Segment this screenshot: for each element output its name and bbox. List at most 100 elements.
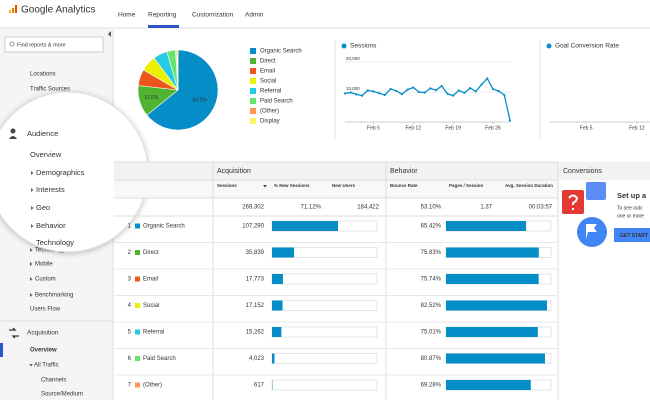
line-point <box>446 92 449 95</box>
legend-label: Paid Search <box>260 99 293 105</box>
line-point <box>452 94 455 97</box>
legend-swatch <box>250 48 256 54</box>
magnifier-item[interactable]: Overview <box>30 150 62 159</box>
magnifier-item[interactable]: Geo <box>36 203 50 212</box>
logo-bar <box>15 5 17 13</box>
sidebar-item[interactable]: Locations <box>30 72 56 78</box>
row-swatch <box>135 303 140 308</box>
sidebar-item[interactable]: Custom <box>35 277 56 283</box>
sidebar-item[interactable]: Users Flow <box>30 307 61 313</box>
sidebar-item[interactable]: All Traffic <box>34 363 59 369</box>
series-dot <box>341 43 347 49</box>
sessions-value: 35,839 <box>246 250 265 256</box>
total: 184,422 <box>357 205 379 211</box>
channel-link[interactable]: Social <box>143 303 159 309</box>
total: 00:03:57 <box>529 205 553 211</box>
legend-swatch <box>250 108 256 114</box>
magnifier-item[interactable]: Behavior <box>36 221 66 230</box>
row-rank: 3 <box>128 277 132 283</box>
sessions-value: 4,023 <box>249 356 265 362</box>
expand-arrow <box>30 248 33 252</box>
nav-link[interactable]: Reporting <box>148 12 177 19</box>
sessions-value: 17,773 <box>246 277 265 283</box>
column-header[interactable]: Sessions <box>217 183 237 188</box>
line-point <box>349 91 352 94</box>
collapse-arrow[interactable] <box>108 31 111 37</box>
pie-label: 12.6% <box>144 95 159 101</box>
magnifier-item[interactable]: Demographics <box>36 168 85 177</box>
sessions-bar <box>272 274 283 284</box>
button-label[interactable]: GET START <box>620 233 648 239</box>
search-box[interactable] <box>4 36 104 53</box>
sidebar-item[interactable]: Traffic Sources <box>30 87 70 93</box>
panel-text: To see outc <box>617 205 643 211</box>
sidebar-section[interactable]: Acquisition <box>27 330 59 337</box>
sessions-value: 617 <box>254 383 265 389</box>
row-rank: 6 <box>128 356 132 362</box>
channel-link[interactable]: Organic Search <box>143 224 185 230</box>
channel-link[interactable]: Email <box>143 277 158 283</box>
bounce-bar <box>446 221 527 231</box>
bar-track <box>271 273 378 285</box>
line-point <box>486 77 489 80</box>
help-mark <box>568 194 579 210</box>
line-point <box>469 87 472 90</box>
column-header[interactable]: Avg. Session Duration <box>505 183 553 188</box>
legend-swatch <box>250 78 256 84</box>
column-header[interactable]: New Users <box>332 183 356 188</box>
sidebar-item[interactable]: Overview <box>30 348 57 354</box>
table-group: Behavior <box>390 168 418 175</box>
sessions-value: 107,290 <box>242 224 264 230</box>
channel-link[interactable]: Referral <box>143 330 164 336</box>
magnifier-item[interactable]: Technology <box>36 238 74 247</box>
audience-icon <box>10 128 16 134</box>
expand-arrow <box>31 224 34 228</box>
bounce-value: 75.83% <box>421 250 442 256</box>
pie-slice <box>146 49 219 131</box>
table-column-header <box>114 180 558 198</box>
nav-link[interactable]: Home <box>118 12 136 19</box>
column-header[interactable]: Bounce Rate <box>390 183 418 188</box>
line-point <box>503 93 506 97</box>
line-point <box>360 94 364 97</box>
sidebar-item[interactable]: Source/Medium <box>41 392 83 398</box>
legend-label: Direct <box>260 59 276 65</box>
legend-swatch <box>250 88 256 94</box>
expand-arrow <box>30 262 33 266</box>
channel-link[interactable]: Direct <box>143 250 159 256</box>
get-started-button[interactable] <box>614 228 650 242</box>
column-header[interactable]: Pages / Session <box>449 183 484 188</box>
nav-link[interactable]: Admin <box>245 12 264 19</box>
column-header[interactable]: % New Sessions <box>274 183 310 188</box>
y-tick-label: 10,000 <box>346 86 360 91</box>
channel-link[interactable]: Paid Search <box>143 356 176 362</box>
sidebar-item[interactable]: Mobile <box>35 262 53 268</box>
expand-arrow <box>31 206 34 210</box>
magnifier-title: Audience <box>27 129 58 138</box>
channel-link[interactable]: (Other) <box>143 383 162 389</box>
bounce-bar <box>446 353 545 364</box>
sidebar-item[interactable]: Channels <box>41 378 66 384</box>
nav-active <box>148 25 179 28</box>
y-tick-label: 20,000 <box>346 56 360 61</box>
pie-label: 64.2% <box>193 98 208 104</box>
legend-swatch <box>250 58 256 64</box>
sidebar-item[interactable]: Technology <box>35 248 65 254</box>
panel-heading: Set up a <box>617 191 647 200</box>
line-point <box>474 90 477 93</box>
line-point <box>463 91 466 94</box>
line-point <box>412 86 415 89</box>
sessions-value: 17,152 <box>246 303 265 309</box>
nav-link[interactable]: Customization <box>192 12 234 19</box>
sidebar-item[interactable]: Benchmarking <box>35 293 73 299</box>
line-point <box>383 93 386 97</box>
row-rank: 4 <box>128 303 132 309</box>
bounce-value: 65.42% <box>421 224 442 230</box>
legend-label: Display <box>260 119 280 125</box>
sessions-bar <box>272 353 275 364</box>
line-point <box>423 91 426 94</box>
magnifier-item[interactable]: Interests <box>36 185 65 194</box>
pie-slice <box>176 49 179 91</box>
expand-arrow <box>31 171 34 175</box>
table-group: Conversions <box>563 168 602 175</box>
